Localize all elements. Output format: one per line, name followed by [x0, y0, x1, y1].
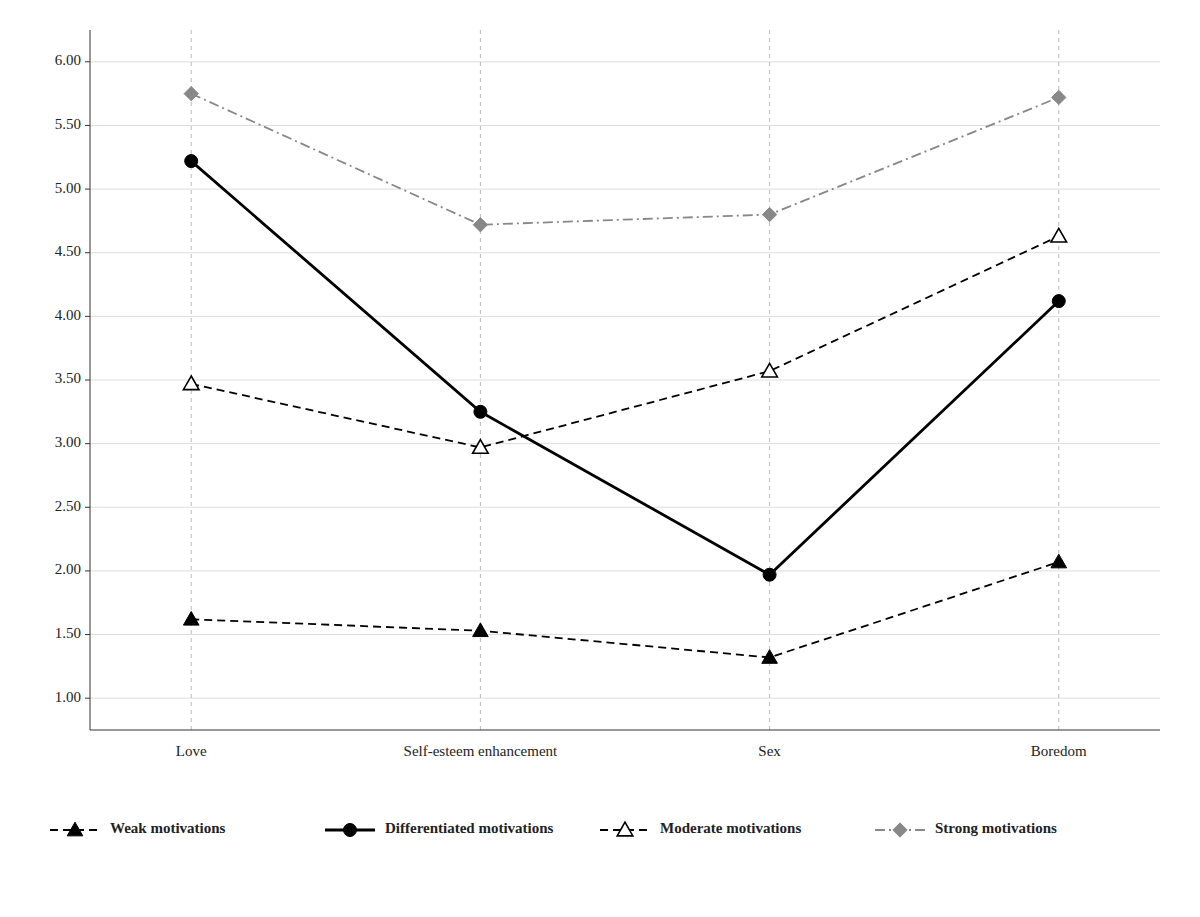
y-grid-line	[90, 125, 1160, 126]
x-grid-line	[1058, 30, 1059, 730]
point-marker	[473, 218, 487, 232]
y-grid-line	[90, 189, 1160, 190]
y-grid-line	[90, 443, 1160, 444]
y-tick	[85, 698, 90, 699]
plot-data	[183, 86, 1066, 663]
y-tick-label: 1.50	[55, 625, 81, 641]
y-tick	[85, 443, 90, 444]
point-marker	[474, 405, 487, 418]
series-line	[191, 94, 1059, 225]
y-grid-line	[90, 380, 1160, 381]
y-tick	[85, 252, 90, 253]
y-tick	[85, 125, 90, 126]
legend-marker	[344, 824, 357, 837]
y-grid-line	[90, 61, 1160, 62]
legend-label: Weak motivations	[110, 820, 226, 836]
y-tick	[85, 634, 90, 635]
y-grid-line	[90, 316, 1160, 317]
y-tick-label: 4.50	[55, 243, 81, 259]
y-tick-label: 4.00	[55, 307, 81, 323]
series-line	[191, 161, 1059, 575]
y-tick-label: 2.00	[55, 561, 81, 577]
x-tick-label: Boredom	[1031, 743, 1087, 759]
point-marker	[473, 440, 489, 454]
legend-marker	[617, 822, 633, 836]
series	[185, 155, 1066, 582]
chart: 1.00 1.50 2.00 2.50 3.00 3.50 4.00 4.50 5.00 5.50…	[0, 0, 1200, 917]
point-marker	[184, 86, 198, 100]
y-tick	[85, 380, 90, 381]
legend-item: Moderate motivations	[600, 820, 801, 836]
point-marker	[1051, 554, 1067, 568]
y-tick	[85, 61, 90, 62]
point-marker	[1052, 90, 1066, 104]
legend-item: Strong motivations	[875, 820, 1057, 837]
legend: Weak motivations Differentiated motivatio…	[50, 820, 1057, 837]
series	[183, 228, 1066, 453]
y-tick	[85, 189, 90, 190]
series	[183, 554, 1066, 663]
x-tick-label: Sex	[758, 743, 781, 759]
series-line	[191, 562, 1059, 657]
legend-item: Weak motivations	[50, 820, 226, 836]
point-marker	[1051, 228, 1067, 242]
point-marker	[762, 207, 776, 221]
y-tick	[85, 570, 90, 571]
y-tick-label: 5.50	[55, 116, 81, 132]
point-marker	[762, 650, 778, 664]
x-axis-line	[90, 730, 1160, 731]
legend-item: Differentiated motivations	[325, 820, 554, 836]
point-marker	[183, 611, 199, 625]
legend-label: Differentiated motivations	[385, 820, 554, 836]
point-marker	[185, 155, 198, 168]
point-marker	[183, 376, 199, 390]
point-marker	[1052, 295, 1065, 308]
legend-marker	[67, 822, 83, 836]
y-tick-label: 3.50	[55, 370, 81, 386]
axes: 1.00 1.50 2.00 2.50 3.00 3.50 4.00 4.50 5.00 5.50…	[55, 30, 1160, 759]
y-grid-line	[90, 634, 1160, 635]
y-tick-label: 3.00	[55, 434, 81, 450]
point-marker	[762, 363, 778, 377]
point-marker	[763, 568, 776, 581]
y-tick-label: 6.00	[55, 52, 81, 68]
y-tick	[85, 316, 90, 317]
y-grid-line	[90, 570, 1160, 571]
x-grid-line	[769, 30, 770, 730]
y-tick-label: 1.00	[55, 689, 81, 705]
legend-marker	[893, 823, 907, 837]
series-line	[191, 236, 1059, 447]
y-tick-label: 5.00	[55, 180, 81, 196]
point-marker	[473, 623, 489, 637]
legend-label: Moderate motivations	[660, 820, 801, 836]
x-tick-label: Self-esteem enhancement	[404, 743, 559, 759]
grid	[90, 30, 1160, 730]
series	[184, 86, 1066, 231]
legend-label: Strong motivations	[935, 820, 1057, 836]
y-grid-line	[90, 252, 1160, 253]
y-tick	[85, 507, 90, 508]
y-grid-line	[90, 507, 1160, 508]
x-tick-label: Love	[176, 743, 207, 759]
y-grid-line	[90, 698, 1160, 699]
y-tick-label: 2.50	[55, 498, 81, 514]
